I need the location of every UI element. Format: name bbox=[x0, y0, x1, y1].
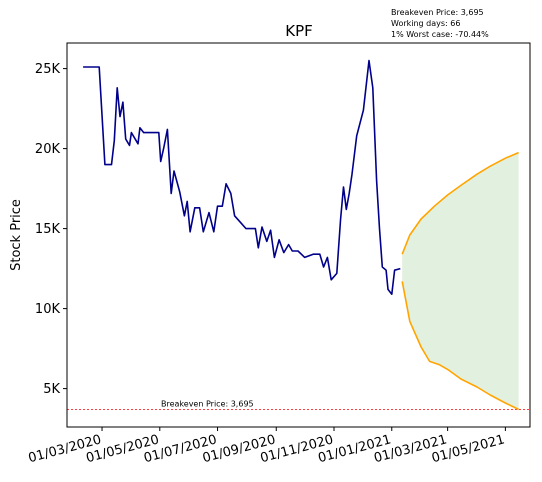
forecast-band bbox=[402, 152, 519, 410]
y-axis-label: Stock Price bbox=[9, 199, 24, 271]
y-tick-label: 20K bbox=[35, 142, 61, 157]
price-history-line bbox=[83, 59, 401, 296]
forecast-lower-line bbox=[401, 281, 519, 411]
breakeven-label: Breakeven Price: 3,695 bbox=[161, 399, 254, 408]
plot-area-frame bbox=[66, 42, 531, 428]
y-tick-label: 10K bbox=[35, 302, 61, 317]
forecast-upper-line bbox=[401, 151, 519, 255]
y-tick-label: 25K bbox=[35, 62, 61, 77]
breakeven-stat: Breakeven Price: 3,695 bbox=[391, 8, 484, 17]
chart-title: KPF bbox=[285, 22, 313, 40]
worst-case-stat: 1% Worst case: -70.44% bbox=[391, 30, 489, 39]
y-tick-label: 15K bbox=[35, 222, 61, 237]
y-tick-label: 5K bbox=[43, 382, 60, 397]
working-days-stat: Working days: 66 bbox=[391, 19, 461, 28]
